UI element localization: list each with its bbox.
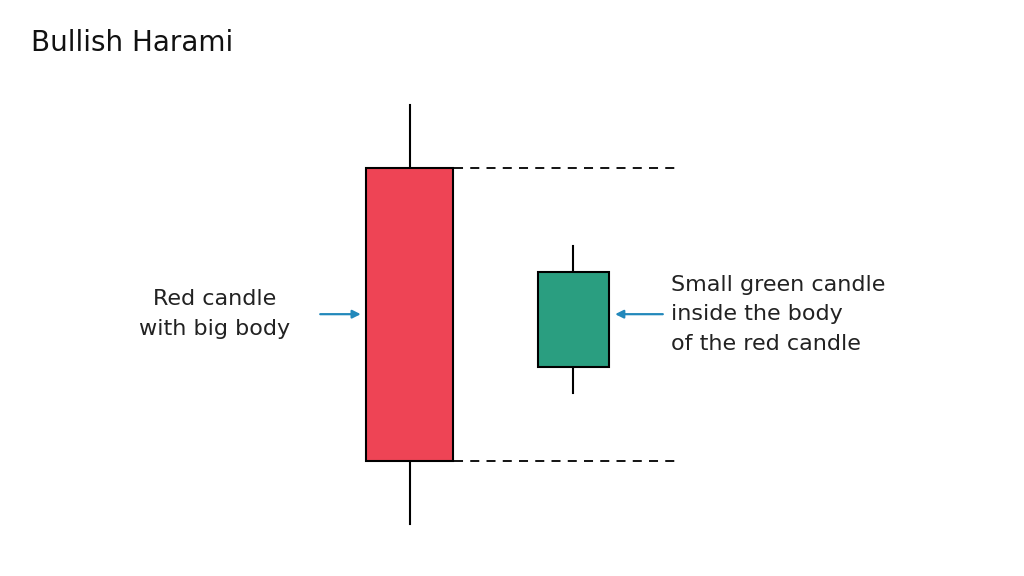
Text: Red candle
with big body: Red candle with big body xyxy=(139,289,291,339)
Bar xyxy=(367,168,453,461)
Text: Small green candle
inside the body
of the red candle: Small green candle inside the body of th… xyxy=(671,275,885,354)
Bar xyxy=(538,272,609,366)
Text: Bullish Harami: Bullish Harami xyxy=(31,29,233,57)
